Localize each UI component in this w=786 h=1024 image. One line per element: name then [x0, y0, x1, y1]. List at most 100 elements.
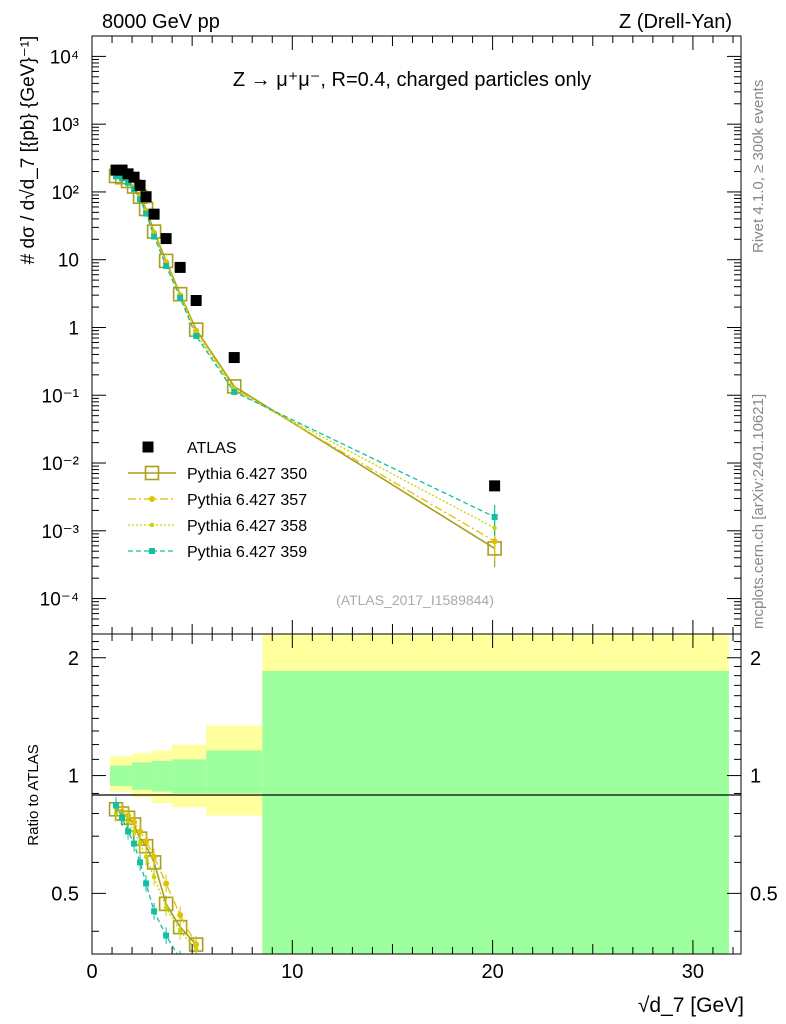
- point-p359: [113, 173, 120, 180]
- ratio-point-p359: [143, 880, 150, 887]
- ratio-point-p359: [137, 859, 144, 866]
- ratio-series-layer: [108, 796, 204, 962]
- ratio-point-p358: [193, 947, 199, 952]
- stat-uncertainty-band: [110, 765, 133, 787]
- x-tick-label: 20: [481, 961, 503, 983]
- data-point-atlas: [116, 164, 128, 176]
- point-p359: [177, 294, 184, 301]
- data-point-atlas: [190, 295, 202, 307]
- ratio-line-p359: [115, 804, 178, 954]
- main-series-layer: [108, 164, 502, 568]
- data-point-atlas: [160, 233, 172, 245]
- legend-marker-p350: [144, 465, 160, 481]
- ratio-point-p357: [177, 912, 184, 919]
- y-tick-label-main: 10³: [52, 115, 79, 136]
- legend: ATLAS Pythia 6.427 350 Pythia 6.427 357 Pyt…: [128, 440, 307, 561]
- ratio-plot-panel: 0.5 0.51 12 20 10 20 30 Ratio to ATLAS √d_7 [G…: [25, 633, 778, 1017]
- ratio-point-p358: [177, 929, 183, 934]
- ratio-point-p358: [151, 874, 157, 880]
- rivet-label: Rivet 4.1.0, ≥ 300k events: [750, 80, 767, 253]
- ratio-point-p359: [177, 956, 183, 962]
- legend-label-p357: Pythia 6.427 357: [187, 492, 307, 509]
- stat-uncertainty-band: [172, 759, 207, 794]
- ratio-plot-frame: [91, 633, 742, 955]
- main-plot-panel: 10⁻⁴ 10⁻³ 10⁻² 10⁻¹ 1 10 10² 10³ 10⁴ Z → μ⁺μ⁻, R…: [18, 35, 742, 635]
- legend-marker-p357: [149, 496, 155, 502]
- ratio-point-p359: [113, 802, 120, 809]
- ratio-uncertainty-bands: [110, 634, 729, 954]
- energy-label: 8000 GeV pp: [102, 11, 220, 33]
- ratio-point-p357: [137, 828, 144, 835]
- legend-marker-atlas: [142, 441, 154, 453]
- ratio-point-p359: [151, 908, 158, 915]
- ratio-point-p359: [125, 828, 132, 835]
- stat-uncertainty-band: [262, 671, 729, 954]
- x-tick-label: 0: [86, 961, 97, 983]
- process-label: Z (Drell-Yan): [619, 11, 732, 33]
- y-tick-label-main: 10⁻⁴: [40, 590, 79, 611]
- y-tick-label-ratio-right: 2: [750, 648, 761, 670]
- ratio-point-p357: [131, 819, 138, 826]
- ratio-point-p357: [163, 880, 170, 887]
- stat-uncertainty-band: [132, 762, 153, 790]
- ratio-point-p358: [137, 841, 143, 846]
- point-p359: [491, 513, 498, 520]
- legend-label-p359: Pythia 6.427 359: [187, 544, 307, 561]
- stat-uncertainty-band: [206, 750, 263, 794]
- point-p359: [163, 262, 170, 269]
- ratio-point-p357: [143, 838, 150, 845]
- data-point-atlas: [489, 480, 501, 492]
- mcplots-label: mcplots.cern.ch [arXiv:2401.10621]: [750, 394, 767, 629]
- y-tick-label-ratio-right: 1: [750, 766, 761, 788]
- ratio-point-p357: [151, 853, 158, 860]
- plot-title: Z → μ⁺μ⁻, R=0.4, charged particles only: [233, 69, 591, 91]
- data-point-atlas: [122, 168, 134, 180]
- ratio-point-p358: [131, 829, 137, 834]
- ratio-point-p358: [163, 905, 169, 910]
- point-p359: [193, 332, 200, 339]
- y-tick-label-ratio-right: 0.5: [750, 883, 778, 905]
- point-p359: [131, 186, 138, 193]
- data-point-atlas: [174, 261, 186, 273]
- data-point-atlas: [134, 179, 146, 191]
- ratio-point-p359: [119, 814, 126, 821]
- point-p359: [137, 196, 144, 203]
- y-tick-label-main: 10²: [52, 183, 79, 204]
- point-p358: [492, 525, 497, 531]
- ratio-point-p358: [125, 820, 131, 825]
- data-point-atlas: [110, 164, 122, 176]
- point-p359: [231, 388, 238, 395]
- ratio-point-p359: [163, 932, 170, 939]
- ratio-y-axis-label: Ratio to ATLAS: [25, 744, 42, 845]
- legend-label-p350: Pythia 6.427 350: [187, 466, 307, 483]
- data-point-atlas: [128, 171, 140, 183]
- legend-label-data: ATLAS: [187, 440, 237, 457]
- y-tick-label-ratio: 2: [68, 648, 79, 670]
- legend-marker-p358: [149, 522, 155, 528]
- y-tick-label-main: 1: [68, 318, 79, 339]
- legend-label-p358: Pythia 6.427 358: [187, 518, 307, 535]
- legend-marker-p359: [149, 548, 155, 554]
- point-p359: [143, 210, 150, 217]
- x-tick-label: 10: [281, 961, 303, 983]
- data-point-atlas: [148, 208, 160, 220]
- stat-uncertainty-band: [152, 760, 173, 792]
- main-axes: 10⁻⁴ 10⁻³ 10⁻² 10⁻¹ 1 10 10² 10³ 10⁴: [40, 35, 741, 635]
- data-point-atlas: [140, 191, 152, 203]
- point-p359: [151, 233, 158, 240]
- point-p359: [119, 175, 126, 182]
- analysis-id: (ATLAS_2017_I1589844): [336, 592, 494, 608]
- ratio-line-p350: [115, 808, 197, 946]
- point-p359: [125, 179, 132, 186]
- main-y-axis-label: # dσ / d√d_7 [{pb} {GeV}⁻¹]: [18, 36, 39, 265]
- point-p357: [491, 538, 498, 545]
- y-tick-label-main: 10⁴: [50, 47, 79, 68]
- ratio-axes: 0.5 0.51 12 20 10 20 30: [51, 634, 778, 983]
- y-tick-label-main: 10⁻¹: [42, 386, 80, 407]
- y-tick-label-main: 10⁻²: [42, 454, 80, 475]
- ratio-clipped-series: [108, 796, 204, 962]
- data-point-atlas: [228, 352, 240, 364]
- x-axis-label: √d_7 [GeV]: [638, 994, 744, 1017]
- ratio-point-p358: [143, 854, 149, 860]
